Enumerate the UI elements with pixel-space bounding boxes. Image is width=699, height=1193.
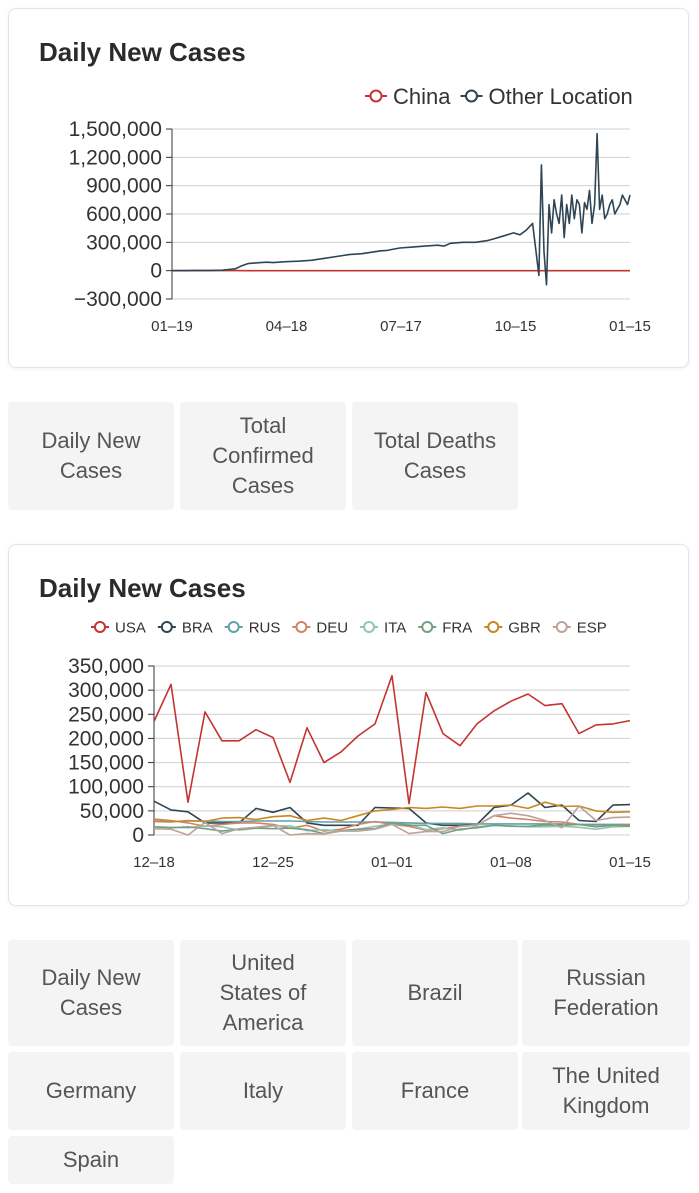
series-line-usa xyxy=(153,674,631,805)
tab-germany[interactable]: Germany xyxy=(8,1052,174,1130)
y-tick-label: 250,000 xyxy=(68,703,144,726)
series-line-esp xyxy=(153,805,631,836)
legend-label: China xyxy=(393,84,451,109)
tab-label: Italy xyxy=(242,1078,284,1103)
chart-title: Daily New Cases xyxy=(39,37,246,67)
x-tick-label: 10–15 xyxy=(495,318,537,335)
tab-brazil[interactable]: Brazil xyxy=(352,940,518,1046)
legend-label: USA xyxy=(115,619,146,636)
legend-item-usa: USA xyxy=(91,619,146,636)
legend-marker xyxy=(369,89,383,103)
legend-item-bra: BRA xyxy=(157,619,213,636)
y-tick-label: 0 xyxy=(150,260,162,283)
y-tick-label: 200,000 xyxy=(68,727,144,750)
legend-item-china: China xyxy=(365,84,451,109)
legend-item-other-location: Other Location xyxy=(460,84,633,109)
legend-marker xyxy=(295,621,308,633)
legend-marker xyxy=(487,621,500,633)
tab-label: Germany xyxy=(45,1078,137,1103)
y-tick-label: 100,000 xyxy=(68,776,144,799)
x-tick-label: 01–15 xyxy=(609,318,651,335)
y-tick-label: −300,000 xyxy=(74,288,162,311)
line-chart-countries: 350,000300,000250,000200,000150,000100,0… xyxy=(68,619,651,871)
legend-item-esp: ESP xyxy=(552,619,607,636)
x-tick-label: 07–17 xyxy=(380,318,422,335)
legend-item-deu: DEU xyxy=(292,619,348,636)
x-tick-label: 01–08 xyxy=(490,854,532,871)
tab-italy[interactable]: Italy xyxy=(180,1052,346,1130)
legend-item-rus: RUS xyxy=(224,619,281,636)
x-tick-label: 04–18 xyxy=(266,318,308,335)
legend-label: DEU xyxy=(316,619,348,636)
chart-card-countries: Daily New Cases 350,000 300,000 250,000 200… xyxy=(8,544,689,906)
tab-label: Daily New Cases xyxy=(41,965,141,1020)
tab-label: Daily New Cases xyxy=(41,428,141,483)
tab-label: France xyxy=(400,1078,470,1103)
legend-item-gbr: GBR xyxy=(484,619,541,636)
y-tick-label: 300,000 xyxy=(86,231,162,254)
x-tick-label: 12–25 xyxy=(252,854,294,871)
tab-label: Total Confirmed Cases xyxy=(212,413,314,498)
tab-label: United States of America xyxy=(219,950,307,1035)
y-tick-label: 0 xyxy=(132,824,144,847)
legend-item-ita: ITA xyxy=(360,619,406,636)
legend-item-fra: FRA xyxy=(418,619,472,636)
y-tick-label: 900,000 xyxy=(86,175,162,198)
tab-label: Total Deaths Cases xyxy=(373,428,497,483)
legend-label: BRA xyxy=(182,619,213,636)
legend-label: Other Location xyxy=(488,84,632,109)
x-tick-label: 01–01 xyxy=(371,854,413,871)
x-tick-label: 12–18 xyxy=(133,854,175,871)
tab-spain[interactable]: Spain xyxy=(8,1136,174,1184)
x-tick-label: 01–19 xyxy=(151,318,193,335)
line-chart-global: 1,500,000 1,200,000 900,000 600,000 300,000 0… xyxy=(69,84,651,335)
tab-total-deaths-cases[interactable]: Total Deaths Cases xyxy=(352,402,518,510)
series-line-gbr xyxy=(153,801,631,823)
y-tick-label: 150,000 xyxy=(68,752,144,775)
chart-title: Daily New Cases xyxy=(39,573,246,603)
y-tick-label: 1,200,000 xyxy=(69,146,162,169)
legend-label: ITA xyxy=(384,619,406,636)
tab-usa[interactable]: United States of America xyxy=(180,940,346,1046)
tab-label: Brazil xyxy=(407,980,463,1005)
tab-daily-new-cases[interactable]: Daily New Cases xyxy=(8,402,174,510)
chart-card-global: Daily New Cases 1,500,000 1,200,000 900,00… xyxy=(8,8,689,368)
y-tick-label: 350,000 xyxy=(68,655,144,678)
tab-total-confirmed-cases[interactable]: Total Confirmed Cases xyxy=(180,402,346,510)
legend-label: ESP xyxy=(577,619,607,636)
legend-label: GBR xyxy=(508,619,541,636)
tab-daily-new-cases[interactable]: Daily New Cases xyxy=(8,940,174,1046)
y-tick-label: 300,000 xyxy=(68,679,144,702)
legend-marker xyxy=(421,621,434,633)
tab-russian-federation[interactable]: Russian Federation xyxy=(522,940,690,1046)
legend-marker xyxy=(555,621,568,633)
tab-united-kingdom[interactable]: The United Kingdom xyxy=(522,1052,690,1130)
tab-france[interactable]: France xyxy=(352,1052,518,1130)
y-tick-label: 50,000 xyxy=(80,800,144,823)
legend-marker xyxy=(363,621,376,633)
legend-marker xyxy=(160,621,173,633)
legend-label: RUS xyxy=(249,619,281,636)
legend-marker xyxy=(464,89,478,103)
tab-label: Spain xyxy=(62,1147,120,1172)
legend-marker xyxy=(227,621,240,633)
legend-marker xyxy=(94,621,106,633)
series-line-other-location xyxy=(172,132,631,286)
y-tick-label: 600,000 xyxy=(86,203,162,226)
legend-label: FRA xyxy=(442,619,472,636)
tab-label: Russian Federation xyxy=(553,965,659,1020)
y-tick-label: 1,500,000 xyxy=(69,118,162,141)
tab-label: The United Kingdom xyxy=(552,1063,660,1118)
x-tick-label: 01–15 xyxy=(609,854,651,871)
